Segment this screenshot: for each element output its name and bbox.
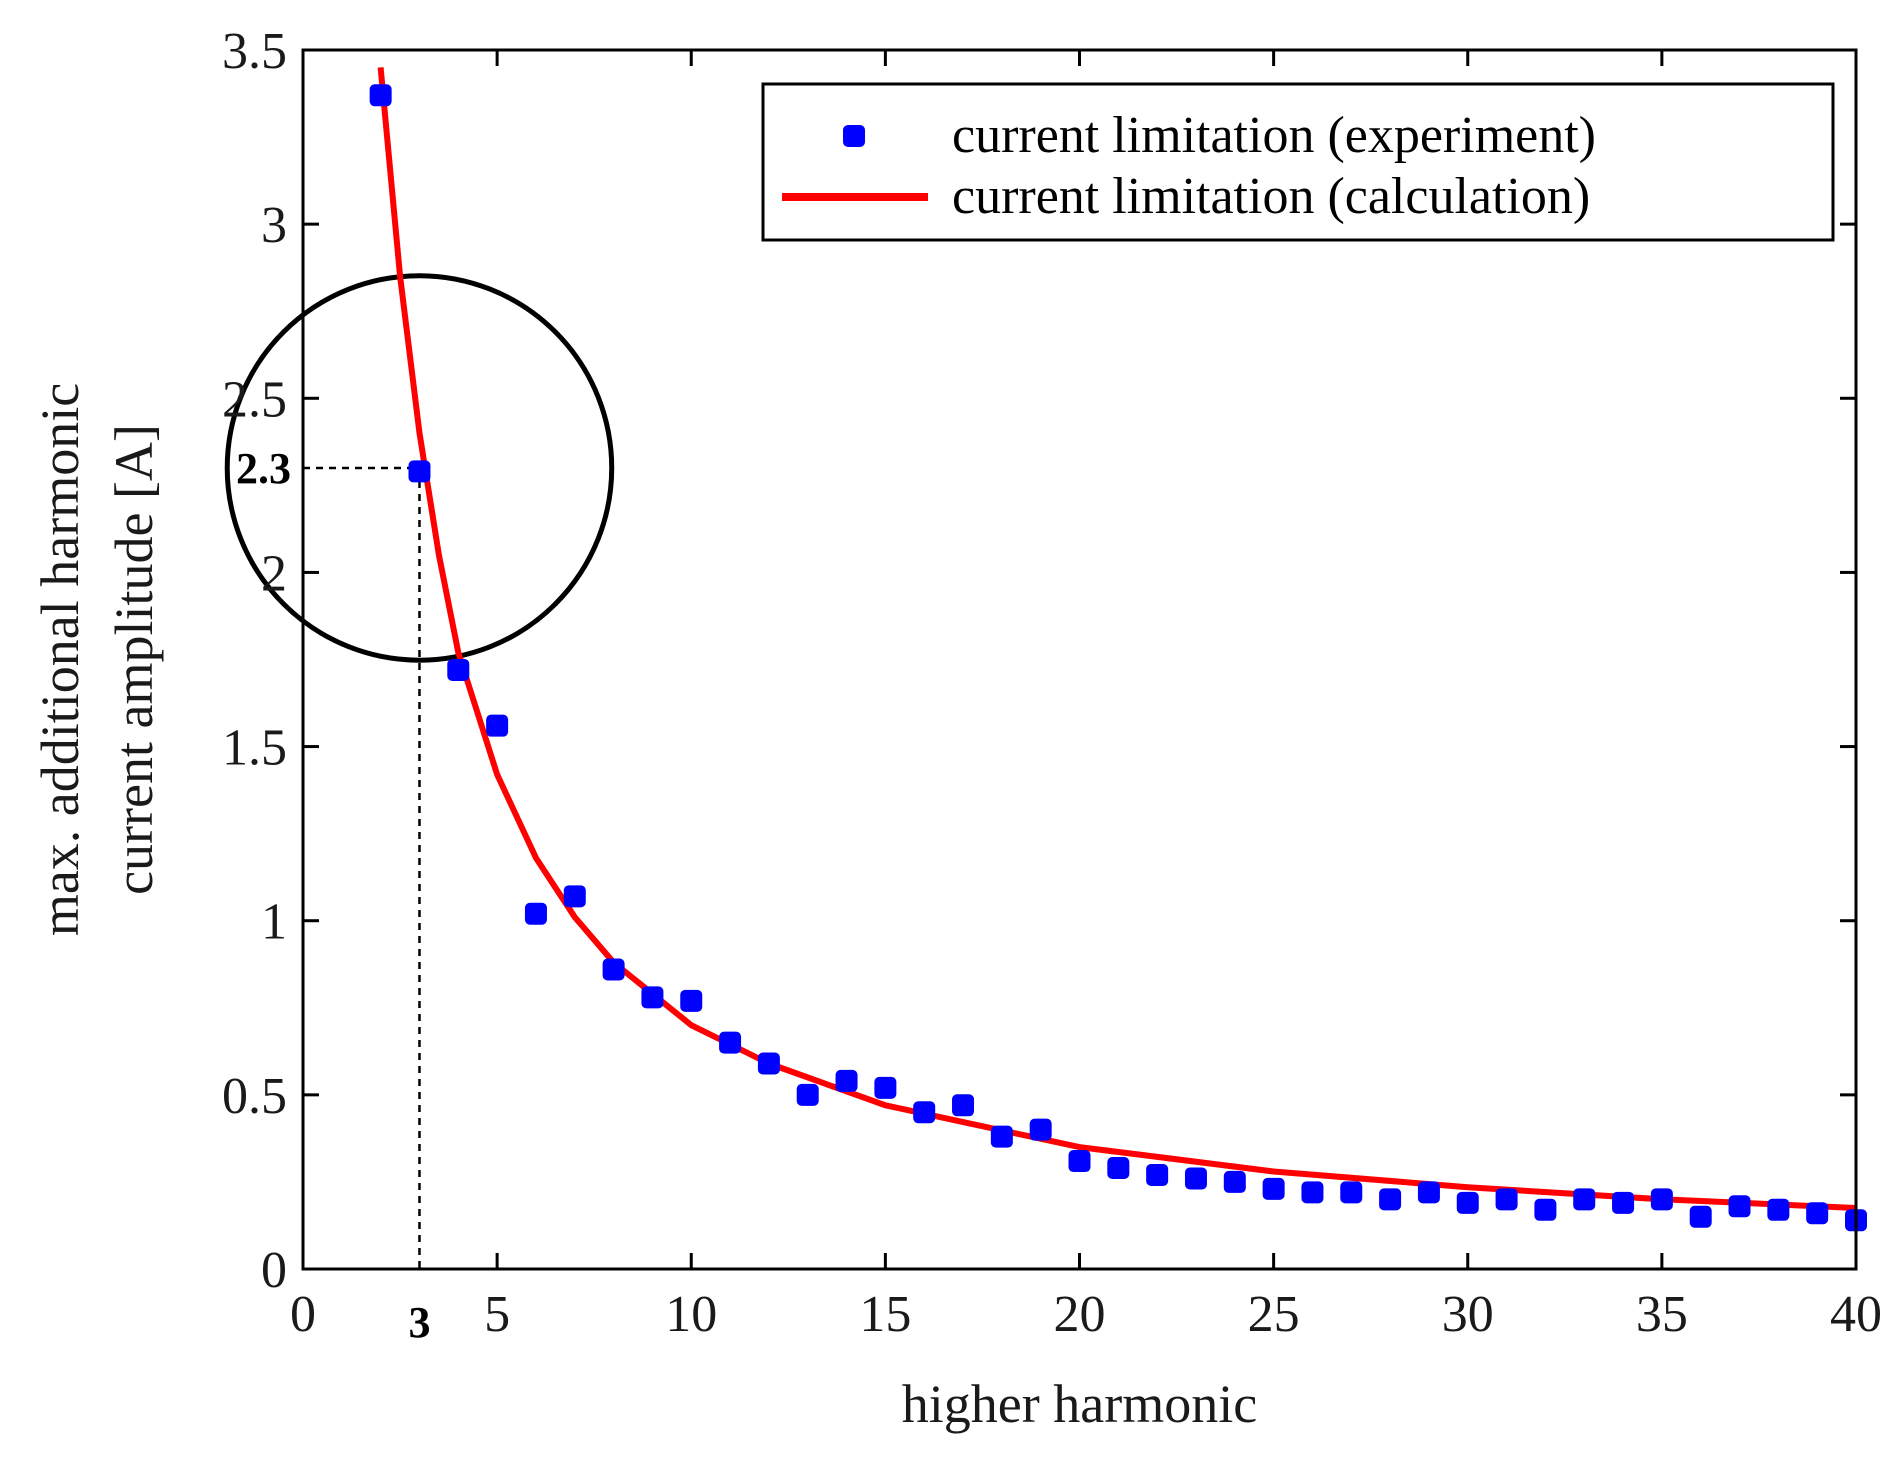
annotation-x-label: 3 [408, 1298, 430, 1347]
series-layer [369, 67, 1867, 1232]
legend-label-calculation: current limitation (calculation) [952, 168, 1590, 225]
experiment-point-17 [952, 1094, 975, 1117]
experiment-point-27 [1340, 1181, 1363, 1204]
experiment-point-9 [641, 986, 664, 1009]
y-tick-label-5: 2.5 [222, 371, 287, 428]
experiment-point-20 [1068, 1150, 1091, 1173]
experiment-point-19 [1029, 1118, 1052, 1141]
plot-frame [301, 48, 1858, 1271]
x-tick-labels: 0 5 10 15 20 25 30 35 40 [290, 1286, 1882, 1343]
experiment-point-29 [1417, 1181, 1440, 1204]
y-axis-label: max. additional harmonic current amplitu… [30, 383, 164, 936]
experiment-point-12 [757, 1052, 780, 1075]
legend-box [761, 82, 1835, 242]
experiment-point-36 [1689, 1205, 1712, 1228]
y-axis-label-line-1: max. additional harmonic [30, 383, 90, 936]
experiment-point-24 [1223, 1170, 1246, 1193]
y-tick-label-4: 2 [261, 545, 287, 602]
experiment-point-14 [835, 1069, 858, 1092]
annotation-y-label: 2.3 [236, 444, 291, 493]
x-tick-label-7: 35 [1636, 1286, 1688, 1343]
y-axis-label-line-2: current amplitude [A] [104, 424, 164, 895]
x-tick-label-0: 0 [290, 1286, 316, 1343]
experiment-point-32 [1534, 1198, 1557, 1221]
annotation-layer: 2.33 [224, 273, 615, 1347]
y-tick-label-6: 3 [261, 197, 287, 254]
experiment-point-21 [1107, 1156, 1130, 1179]
experiment-point-35 [1650, 1188, 1673, 1211]
legend: current limitation (experiment) current … [761, 82, 1835, 242]
x-tick-label-4: 20 [1054, 1286, 1106, 1343]
experiment-point-22 [1146, 1163, 1169, 1186]
y-tick-label-1: 0.5 [222, 1068, 287, 1125]
experiment-point-30 [1456, 1191, 1479, 1214]
experiment-point-4 [447, 658, 470, 681]
experiment-point-25 [1262, 1177, 1285, 1200]
experiment-point-15 [874, 1076, 897, 1099]
experiment-point-8 [602, 958, 625, 981]
x-tick-label-5: 25 [1248, 1286, 1300, 1343]
annotation-circle [224, 273, 615, 663]
y-tick-label-7: 3.5 [222, 23, 287, 80]
x-tick-label-2: 10 [665, 1286, 717, 1343]
experiment-point-5 [486, 714, 509, 737]
experiment-point-16 [913, 1101, 936, 1124]
x-tick-label-3: 15 [859, 1286, 911, 1343]
experiment-point-6 [524, 902, 547, 925]
experiment-point-3 [408, 460, 431, 483]
experiment-point-10 [680, 989, 703, 1012]
x-axis-label: higher harmonic [902, 1374, 1257, 1434]
experiment-point-18 [990, 1125, 1013, 1148]
experiment-point-11 [719, 1031, 742, 1054]
experiment-point-39 [1806, 1202, 1829, 1225]
experiment-point-2 [369, 84, 392, 107]
x-tick-label-6: 30 [1442, 1286, 1494, 1343]
experiment-point-31 [1495, 1188, 1518, 1211]
y-tick-labels: 0 0.5 1 1.5 2 2.5 3 3.5 [222, 23, 287, 1299]
y-tick-label-2: 1 [261, 894, 287, 951]
legend-marker-experiment [843, 125, 865, 147]
y-tick-label-3: 1.5 [222, 720, 287, 777]
experiment-point-13 [796, 1083, 819, 1106]
experiment-point-34 [1612, 1191, 1635, 1214]
experiment-point-23 [1184, 1167, 1207, 1190]
y-tick-label-0: 0 [261, 1242, 287, 1299]
experiment-point-38 [1767, 1198, 1790, 1221]
experiment-point-37 [1728, 1195, 1751, 1218]
experiment-point-33 [1573, 1188, 1596, 1211]
experiment-point-7 [563, 885, 586, 908]
experiment-point-26 [1301, 1181, 1324, 1204]
x-tick-label-1: 5 [484, 1286, 510, 1343]
experiment-point-28 [1379, 1188, 1402, 1211]
x-tick-label-8: 40 [1830, 1286, 1882, 1343]
legend-label-experiment: current limitation (experiment) [952, 107, 1596, 164]
